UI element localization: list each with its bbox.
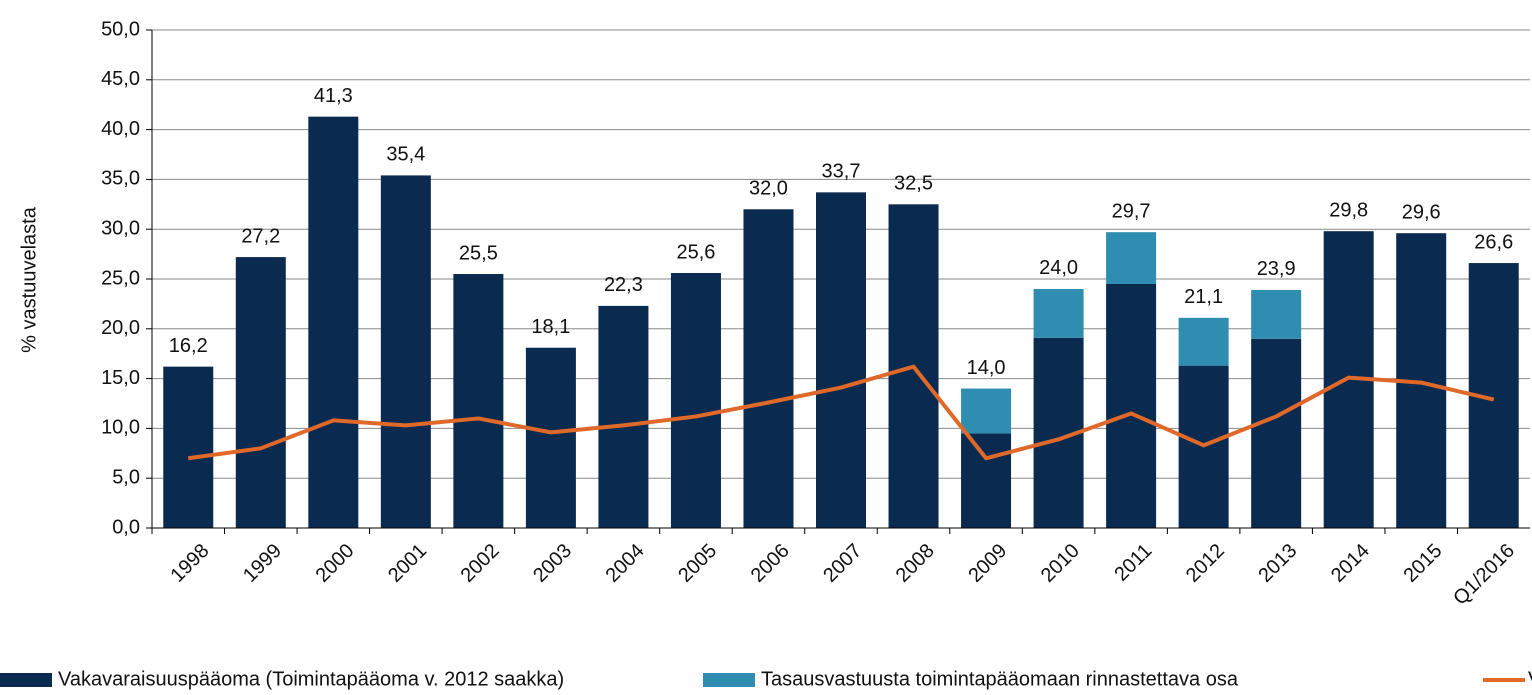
x-tick-label: 2001 xyxy=(384,540,431,587)
legend-label: Tasausvastuusta toimintapääomaan rinnast… xyxy=(761,668,1239,690)
y-tick-label: 30,0 xyxy=(101,217,140,239)
legend-swatch xyxy=(703,673,755,687)
y-tick-label: 15,0 xyxy=(101,367,140,389)
bar xyxy=(308,116,359,528)
bar xyxy=(961,388,1012,434)
data-label: 25,5 xyxy=(459,242,498,264)
data-label: 22,3 xyxy=(604,274,643,296)
bar xyxy=(816,192,866,528)
legend-label: Vakavaraisuuspääoma (Toimintapääoma v. 2… xyxy=(58,668,564,690)
data-label: 18,1 xyxy=(531,316,570,338)
x-tick-label: 2005 xyxy=(674,540,721,587)
y-tick-label: 10,0 xyxy=(101,417,140,439)
bar xyxy=(235,257,286,528)
x-tick-label: 2004 xyxy=(602,540,649,587)
data-label: 29,7 xyxy=(1112,200,1151,222)
data-label: 27,2 xyxy=(241,225,280,247)
x-tick-label: 2014 xyxy=(1327,540,1374,587)
bar xyxy=(163,366,214,528)
data-label: 29,6 xyxy=(1402,201,1441,223)
data-label: 35,4 xyxy=(386,144,425,166)
y-tick-label: 35,0 xyxy=(101,168,140,190)
data-label: 32,0 xyxy=(749,178,788,200)
y-tick-label: 20,0 xyxy=(101,317,140,339)
x-tick-label: 2010 xyxy=(1037,540,1084,587)
data-label: 21,1 xyxy=(1184,286,1223,308)
x-tick-label: 2006 xyxy=(747,540,794,587)
bar xyxy=(1033,288,1084,338)
bar xyxy=(380,175,431,528)
y-tick-label: 5,0 xyxy=(112,466,140,488)
bar xyxy=(1251,338,1302,528)
data-label: 16,2 xyxy=(169,335,208,357)
bar xyxy=(670,273,721,528)
bar xyxy=(453,274,504,528)
bar xyxy=(1106,283,1157,528)
bar xyxy=(525,347,576,528)
x-tick-label: 2008 xyxy=(892,540,939,587)
y-tick-label: 0,0 xyxy=(112,516,140,538)
x-tick-label: 2003 xyxy=(529,540,576,587)
legend-swatch xyxy=(0,673,52,687)
line xyxy=(187,364,1495,461)
x-tick-label: Q1/2016 xyxy=(1449,540,1519,610)
bar xyxy=(1106,232,1157,284)
bar xyxy=(1178,317,1229,366)
x-tick-label: 2000 xyxy=(312,540,359,587)
x-tick-label: 2012 xyxy=(1182,540,1229,587)
y-axis-label: % vastuuvelasta xyxy=(18,206,40,353)
bar xyxy=(743,209,794,528)
data-label: 14,0 xyxy=(967,357,1006,379)
x-tick-label: 2007 xyxy=(819,540,866,587)
bar xyxy=(598,305,649,528)
data-label: 41,3 xyxy=(314,85,353,107)
y-tick-label: 50,0 xyxy=(101,18,140,40)
y-tick-label: 25,0 xyxy=(101,267,140,289)
x-tick-label: 2013 xyxy=(1254,540,1301,587)
x-tick-label: 1998 xyxy=(167,540,214,587)
bar xyxy=(961,433,1012,528)
data-label: 23,9 xyxy=(1257,258,1296,280)
data-label: 33,7 xyxy=(822,161,861,183)
x-tick-label: 2009 xyxy=(964,540,1011,587)
x-tick-label: 2015 xyxy=(1399,540,1446,587)
data-label: 32,5 xyxy=(894,173,933,195)
data-label: 25,6 xyxy=(676,241,715,263)
x-tick-label: 1999 xyxy=(239,540,286,587)
bar xyxy=(1251,289,1302,339)
x-tick-label: 2002 xyxy=(457,540,504,587)
y-tick-label: 40,0 xyxy=(101,118,140,140)
legend-label: Vakavarai xyxy=(1528,668,1532,690)
data-label: 29,8 xyxy=(1329,199,1368,221)
data-label: 26,6 xyxy=(1474,231,1513,253)
data-label: 24,0 xyxy=(1039,257,1078,279)
y-tick-label: 45,0 xyxy=(101,68,140,90)
x-tick-label: 2011 xyxy=(1110,540,1156,586)
